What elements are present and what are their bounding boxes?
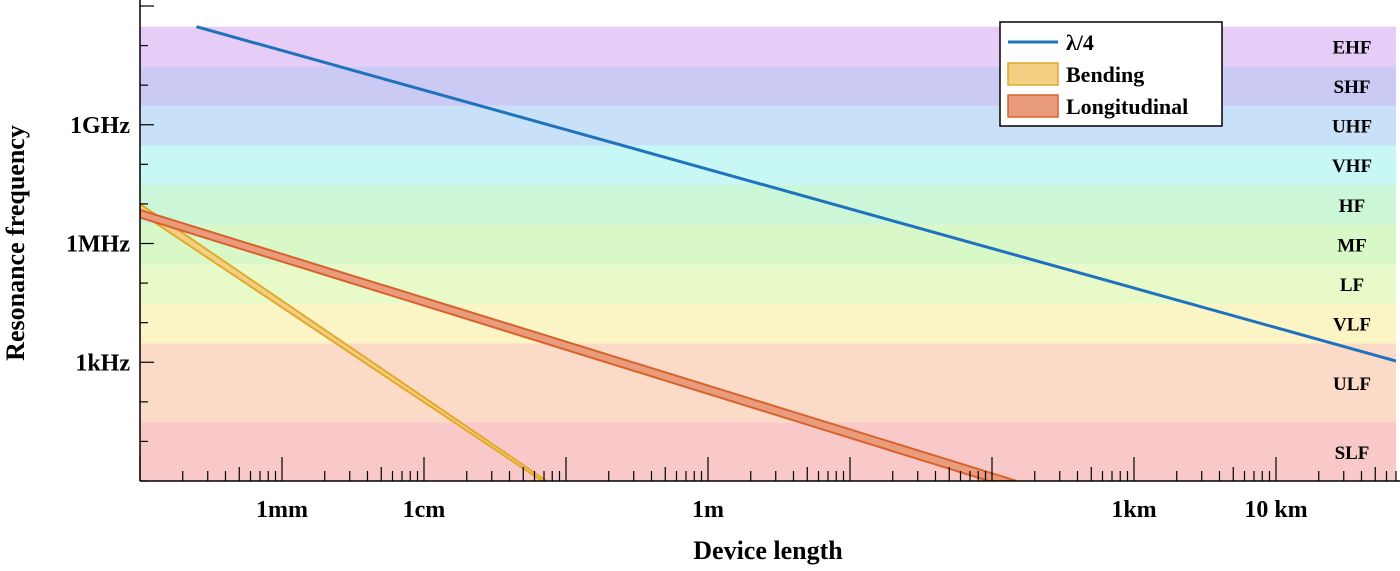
y-tick-label: 1kHz	[75, 350, 130, 376]
band-slf	[140, 422, 1396, 481]
x-tick-label: 1cm	[403, 497, 446, 523]
x-tick-label: 1km	[1111, 497, 1156, 523]
x-tick-label: 1m	[692, 497, 724, 523]
band-label-mf: MF	[1337, 235, 1367, 256]
y-tick-label: 1GHz	[70, 113, 130, 139]
series-bending-band	[140, 202, 549, 481]
band-label-vlf: VLF	[1333, 315, 1371, 336]
legend-label: λ/4	[1066, 30, 1094, 55]
legend: λ/4 Bending Longitudinal	[999, 21, 1223, 127]
axes: 1kHz 1MHz 1GHz 1mm 1cm 1m 1km 10 km	[66, 0, 1400, 523]
band-label-slf: SLF	[1335, 443, 1370, 464]
band-hf	[140, 185, 1396, 225]
legend-swatch-patch	[1007, 62, 1059, 86]
y-axis-title: Resonance frequency	[1, 125, 30, 361]
legend-swatch-patch	[1007, 94, 1059, 118]
band-label-hf: HF	[1339, 196, 1365, 217]
band-lf	[140, 264, 1396, 304]
series-lambda-quarter-line	[196, 25, 1396, 363]
band-label-vhf: VHF	[1332, 156, 1372, 177]
band-label-uhf: UHF	[1332, 117, 1372, 138]
band-label-lf: LF	[1340, 275, 1364, 296]
x-axis-title: Device length	[693, 536, 843, 565]
x-tick-label: 1mm	[256, 497, 308, 523]
legend-label: Longitudinal	[1066, 94, 1188, 119]
band-label-shf: SHF	[1334, 77, 1371, 98]
x-tick-label: 10 km	[1244, 497, 1307, 523]
band-label-ulf: ULF	[1333, 374, 1371, 395]
series-longitudinal-band	[140, 208, 1018, 481]
legend-label: Bending	[1066, 62, 1144, 87]
y-tick-label: 1MHz	[66, 232, 130, 258]
band-mf	[140, 224, 1396, 265]
band-vhf	[140, 145, 1396, 186]
band-vlf	[140, 303, 1396, 344]
series-layer	[140, 25, 1396, 481]
band-label-ehf: EHF	[1332, 37, 1371, 58]
